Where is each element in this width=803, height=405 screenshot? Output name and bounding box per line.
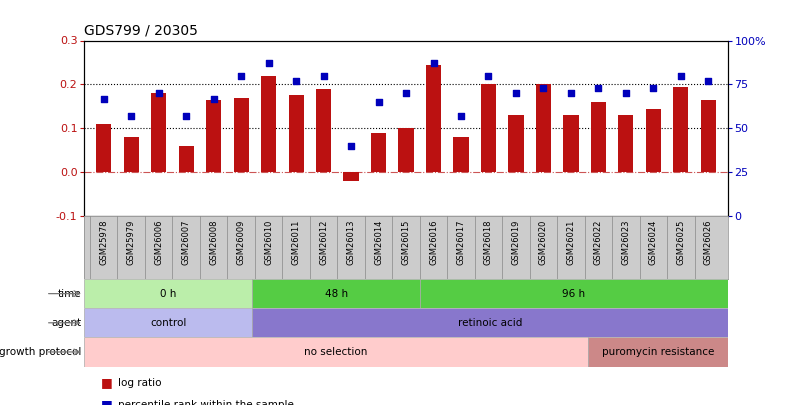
Text: GSM26012: GSM26012 <box>319 220 328 265</box>
Text: GDS799 / 20305: GDS799 / 20305 <box>84 24 198 38</box>
Point <box>289 78 302 84</box>
Text: GSM26017: GSM26017 <box>456 220 465 265</box>
Bar <box>206 100 221 173</box>
Bar <box>426 65 441 173</box>
Bar <box>233 98 248 173</box>
Bar <box>563 115 578 173</box>
Point <box>124 113 137 119</box>
Bar <box>84 279 252 308</box>
Text: GSM26019: GSM26019 <box>511 220 520 265</box>
Text: GSM26022: GSM26022 <box>593 220 602 265</box>
Text: GSM26024: GSM26024 <box>648 220 657 265</box>
Point <box>262 60 275 66</box>
Point <box>564 90 577 96</box>
Bar <box>645 109 660 173</box>
Bar <box>507 115 523 173</box>
Text: puromycin resistance: puromycin resistance <box>601 347 713 357</box>
Bar <box>288 96 304 173</box>
Point <box>426 60 439 66</box>
Bar <box>700 100 715 173</box>
Bar <box>84 308 252 337</box>
Bar <box>84 337 587 367</box>
Point <box>701 78 714 84</box>
Text: GSM25978: GSM25978 <box>99 220 108 265</box>
Bar <box>96 124 111 173</box>
Point <box>674 72 687 79</box>
Text: growth protocol: growth protocol <box>0 347 81 357</box>
Text: GSM26014: GSM26014 <box>373 220 382 265</box>
Text: GSM26015: GSM26015 <box>401 220 410 265</box>
Bar <box>453 137 468 173</box>
Text: GSM26026: GSM26026 <box>703 220 712 265</box>
Point <box>399 90 412 96</box>
Bar <box>316 89 331 173</box>
Text: 96 h: 96 h <box>561 289 585 298</box>
Text: GSM26011: GSM26011 <box>291 220 300 265</box>
Text: percentile rank within the sample: percentile rank within the sample <box>118 400 294 405</box>
Point <box>344 143 357 149</box>
Text: GSM26008: GSM26008 <box>209 220 218 265</box>
Point <box>509 90 522 96</box>
Text: log ratio: log ratio <box>118 378 161 388</box>
Point <box>207 95 220 102</box>
Point <box>454 113 467 119</box>
Bar <box>536 85 550 173</box>
Text: 48 h: 48 h <box>324 289 347 298</box>
Point <box>619 90 632 96</box>
Text: agent: agent <box>51 318 81 328</box>
Text: time: time <box>58 289 81 298</box>
Text: GSM26010: GSM26010 <box>263 220 273 265</box>
Bar <box>178 146 194 173</box>
Bar <box>343 173 358 181</box>
Text: ■: ■ <box>100 399 112 405</box>
Bar <box>419 279 727 308</box>
Text: retinoic acid: retinoic acid <box>457 318 521 328</box>
Bar <box>252 279 419 308</box>
Text: GSM26009: GSM26009 <box>236 220 245 265</box>
Bar <box>252 308 727 337</box>
Bar <box>672 87 687 173</box>
Text: control: control <box>150 318 186 328</box>
Point <box>152 90 165 96</box>
Text: GSM26025: GSM26025 <box>675 220 684 265</box>
Point <box>536 85 549 91</box>
Text: GSM25979: GSM25979 <box>127 220 136 265</box>
Bar <box>398 128 413 173</box>
Bar <box>370 133 385 173</box>
Text: no selection: no selection <box>304 347 367 357</box>
Text: GSM26021: GSM26021 <box>566 220 575 265</box>
Text: GSM26016: GSM26016 <box>429 220 438 265</box>
Text: 0 h: 0 h <box>160 289 177 298</box>
Text: GSM26018: GSM26018 <box>483 220 492 265</box>
Bar <box>618 115 633 173</box>
Point <box>316 72 329 79</box>
Text: GSM26023: GSM26023 <box>621 220 630 265</box>
Bar <box>124 137 139 173</box>
Bar <box>151 93 166 173</box>
Text: GSM26006: GSM26006 <box>154 220 163 265</box>
Point <box>97 95 110 102</box>
Bar <box>480 85 495 173</box>
Bar <box>587 337 727 367</box>
Text: GSM26020: GSM26020 <box>538 220 548 265</box>
Text: GSM26013: GSM26013 <box>346 220 355 265</box>
Bar <box>590 102 605 173</box>
Point <box>234 72 247 79</box>
Point <box>372 99 385 105</box>
Bar <box>261 76 275 173</box>
Point <box>591 85 604 91</box>
Point <box>646 85 659 91</box>
Text: ■: ■ <box>100 376 112 389</box>
Point <box>179 113 192 119</box>
Point <box>482 72 495 79</box>
Text: GSM26007: GSM26007 <box>181 220 190 265</box>
